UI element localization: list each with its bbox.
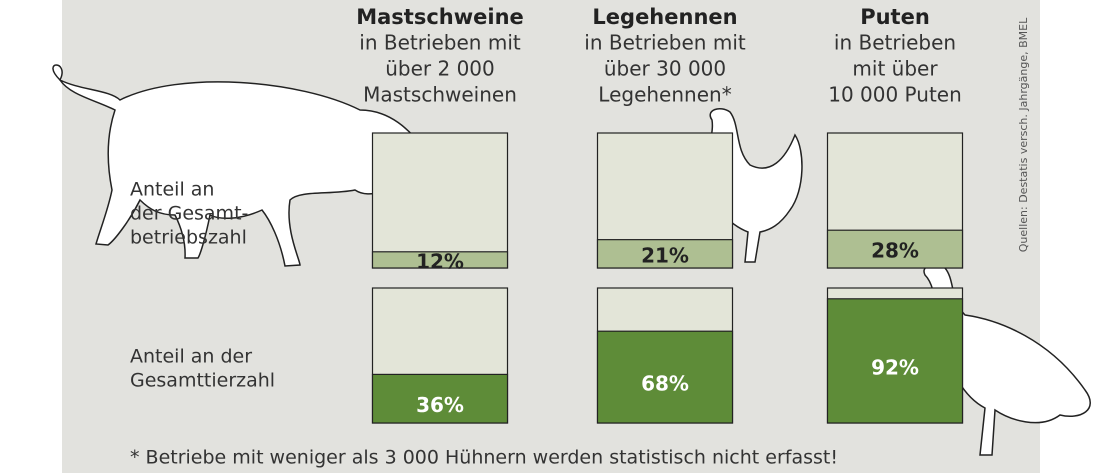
- row-label: der Gesamt-: [130, 203, 248, 225]
- chart: Quellen: Destatis versch. Jahrgänge, BME…: [0, 0, 1108, 473]
- column-subtitle: Mastschweinen: [363, 83, 517, 107]
- value-label: 68%: [641, 372, 689, 396]
- column-subtitle: in Betrieben mit: [359, 31, 521, 55]
- column-subtitle: über 2 000: [385, 57, 495, 81]
- value-label: 36%: [416, 393, 464, 417]
- footnote: * Betriebe mit weniger als 3 000 Hühnern…: [130, 447, 838, 469]
- row-label: Gesamttierzahl: [130, 370, 275, 392]
- column-subtitle: 10 000 Puten: [828, 83, 962, 107]
- box: [373, 133, 508, 268]
- value-label: 92%: [871, 355, 919, 379]
- column-title: Mastschweine: [356, 5, 524, 29]
- source: Quellen: Destatis versch. Jahrgänge, BME…: [1017, 17, 1030, 252]
- value-label: 12%: [416, 249, 464, 273]
- column-subtitle: Legehennen*: [598, 83, 731, 107]
- column-subtitle: über 30 000: [604, 57, 726, 81]
- column-subtitle: mit über: [852, 57, 938, 81]
- row-label: Anteil an der: [130, 346, 252, 368]
- row-label: betriebszahl: [130, 227, 247, 249]
- column-subtitle: in Betrieben: [834, 31, 956, 55]
- column-title: Legehennen: [592, 5, 737, 29]
- value-label: 28%: [871, 239, 919, 263]
- value-label: 21%: [641, 243, 689, 267]
- column-title: Puten: [860, 5, 930, 29]
- column-subtitle: in Betrieben mit: [584, 31, 746, 55]
- row-label: Anteil an: [130, 179, 214, 201]
